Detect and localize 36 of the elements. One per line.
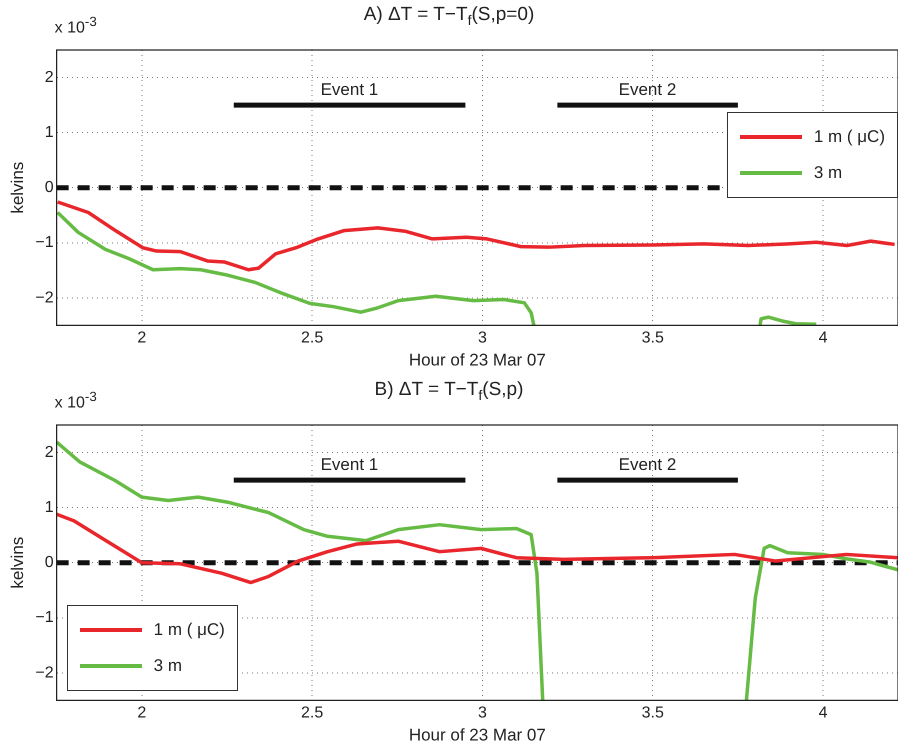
- y-axis-title: kelvins: [8, 536, 27, 589]
- legend-label: 1 m ( μC): [154, 620, 225, 640]
- legend-label: 1 m ( μC): [814, 127, 885, 147]
- y-tick-label: 2: [44, 444, 54, 461]
- x-tick-label: 2: [137, 704, 146, 722]
- series-label: Event 2: [618, 80, 676, 100]
- series-label: Event 1: [320, 80, 378, 100]
- y-tick-label: −1: [35, 234, 54, 252]
- y-tick-label: −1: [35, 609, 54, 626]
- y-axis-title: kelvins: [8, 162, 27, 214]
- y-tick-label: 0: [44, 179, 54, 196]
- legend-label: 3 m: [814, 163, 842, 183]
- y-tick-label: 1: [44, 124, 54, 142]
- x-tick-label: 2: [137, 329, 146, 346]
- x-tick-label: 3: [478, 704, 487, 722]
- text: x 10$^{-3}$: [54, 389, 97, 412]
- y-tick-label: 1: [44, 499, 54, 516]
- x-tick-label: 4: [818, 704, 828, 722]
- x-tick-label: 3.5: [642, 329, 664, 346]
- series-label: Event 2: [618, 455, 676, 476]
- text: x 10$^{-3}$: [54, 14, 97, 38]
- y-tick-label: −2: [35, 289, 54, 306]
- y-tick-label: −2: [35, 664, 54, 682]
- x-tick-label: 3.5: [642, 704, 664, 722]
- legend-label: 3 m: [154, 656, 182, 676]
- x-tick-label: 2.5: [300, 704, 324, 722]
- x-tick-label: 3: [478, 329, 487, 346]
- x-tick-label: 2.5: [300, 329, 324, 346]
- series-label: Event 1: [320, 455, 378, 476]
- chart-title: A) ΔT = T−T$_{f}$(S,p=0): [364, 4, 534, 28]
- chart-title: B) ΔT = T−T$_{f}$(S,p): [374, 379, 524, 403]
- y-tick-label: 0: [44, 554, 54, 572]
- y-tick-label: 2: [44, 68, 54, 86]
- x-tick-label: 4: [818, 329, 828, 346]
- x-axis-title: Hour of 23 Mar 07: [408, 350, 546, 370]
- x-axis-title: Hour of 23 Mar 07: [408, 725, 546, 744]
